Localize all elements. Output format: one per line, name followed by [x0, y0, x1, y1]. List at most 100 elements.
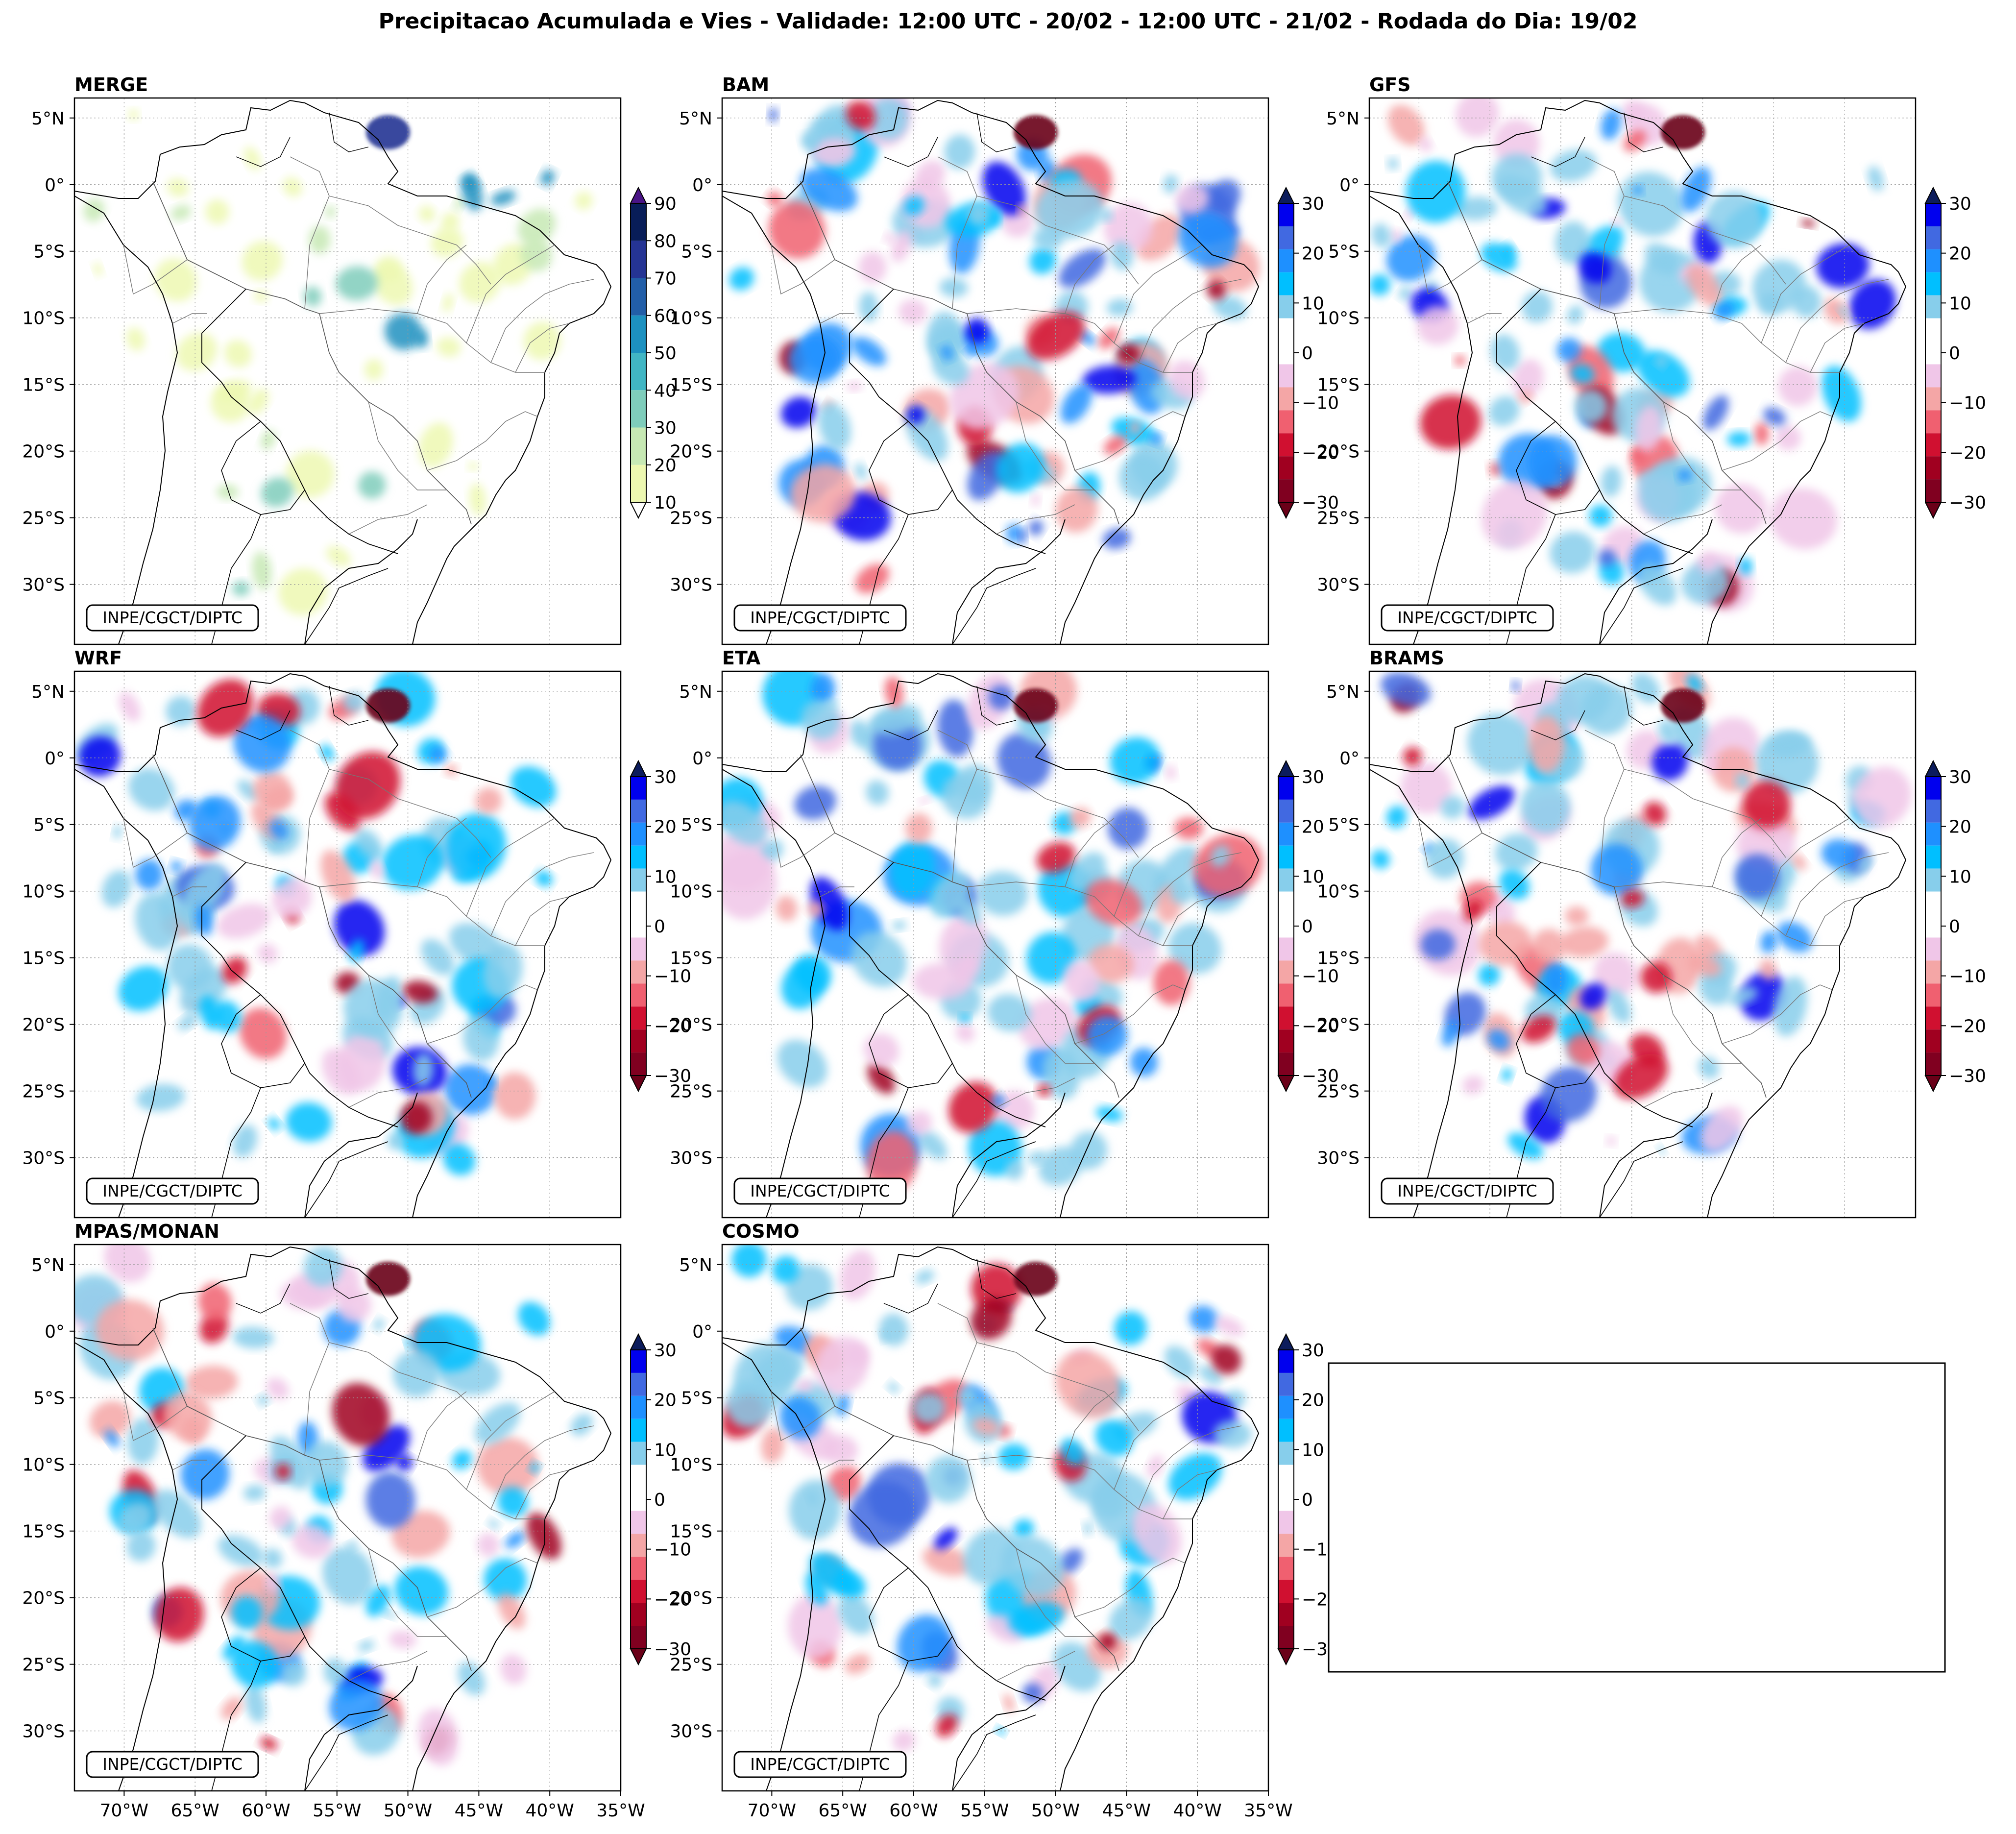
field-blob	[997, 732, 1051, 789]
field-blob	[182, 1417, 204, 1444]
colorbar-segment	[1278, 891, 1294, 915]
field-blob	[265, 1573, 280, 1593]
field-blob	[838, 1594, 874, 1635]
colorbar-segment	[1278, 1603, 1294, 1626]
lat-tick-label: 20°S	[1317, 442, 1360, 462]
field-blob	[887, 1382, 899, 1393]
field-blob	[104, 1429, 120, 1448]
field-blob	[780, 396, 817, 428]
field-blob	[1104, 202, 1153, 253]
colorbar-segment	[1278, 364, 1294, 388]
colorbar-segment	[1278, 1372, 1294, 1396]
credit-text: INPE/CGCT/DIPTC	[102, 608, 243, 627]
colorbar-segment	[1925, 295, 1941, 318]
field-blob	[575, 192, 593, 210]
map-frame	[1368, 670, 1917, 1219]
lat-tick-label: 30°S	[22, 575, 65, 595]
colorbar-under-triangle	[1924, 1075, 1942, 1093]
field-blob	[1686, 265, 1722, 307]
field-blob	[915, 1270, 935, 1284]
field-blob	[1495, 833, 1538, 871]
colorbar-tick-label: 30	[1302, 767, 1324, 787]
field-blob	[1853, 766, 1912, 828]
field-blob	[286, 450, 335, 498]
colorbar-tick-label: −20	[1302, 443, 1339, 463]
field-blob	[320, 744, 334, 761]
field-blob	[1556, 675, 1611, 723]
field-blob	[135, 893, 180, 951]
field-blob	[965, 345, 976, 356]
field-blob	[1147, 1454, 1164, 1478]
field-blob	[934, 1527, 958, 1550]
lon-tick-label: 35°W	[596, 1801, 645, 1821]
colorbar-segment	[1925, 410, 1941, 434]
field-blob	[1440, 796, 1465, 819]
field-blob	[923, 1545, 972, 1576]
map-frame	[73, 1244, 622, 1792]
lat-tick-label: 30°S	[1317, 575, 1360, 595]
lat-tick-label: 5°S	[33, 1389, 65, 1409]
lon-tick-label: 40°W	[1173, 1801, 1221, 1821]
field-blob	[768, 201, 826, 259]
field-blob	[1029, 247, 1057, 274]
field-blob	[303, 1441, 348, 1487]
colorbar-segment	[1925, 1006, 1941, 1030]
field-blob	[835, 1393, 850, 1417]
field-blob	[437, 337, 461, 357]
colorbar-gfs: 30 20 10 0 −10 −20 −30	[1924, 186, 1986, 519]
field-blob	[800, 168, 858, 212]
colorbar-segment	[631, 983, 646, 1007]
lat-tick-label: 0°	[45, 175, 65, 196]
lon-tick-label: 45°W	[455, 1801, 503, 1821]
colorbar-segment	[1278, 1626, 1294, 1649]
field-blob	[459, 262, 501, 303]
field-blob	[269, 820, 289, 840]
lon-tick-label: 60°W	[242, 1801, 290, 1821]
field-blob	[211, 383, 250, 422]
field-blob	[467, 462, 479, 471]
field-blob	[1061, 1438, 1085, 1466]
field-blob	[365, 1471, 415, 1529]
colorbar-segment	[631, 891, 646, 915]
field-blob	[286, 1102, 332, 1142]
field-blob	[941, 345, 953, 360]
field-blob	[497, 1487, 528, 1518]
colorbar-eta: 30 20 10 0 −10 −20 −30	[1277, 759, 1339, 1093]
colorbar-tick-label: −20	[1949, 443, 1986, 463]
map-panel-mpas: MPAS/MONAN 5°N 0° 5°S 10°S 15°S 20°S 25°S 30°S 70…	[22, 1221, 691, 1821]
field-blob	[176, 332, 218, 371]
colorbar-tick-label: −20	[654, 1016, 691, 1036]
colorbar-segment	[1278, 249, 1294, 272]
field-blob	[1838, 306, 1849, 318]
colorbar-tick-label: 80	[654, 231, 677, 251]
field-blob	[1714, 301, 1735, 319]
field-blob	[1532, 929, 1566, 964]
credit-box: INPE/CGCT/DIPTC	[733, 1751, 907, 1778]
lat-tick-label: 20°S	[22, 442, 65, 462]
field-blob	[364, 359, 384, 381]
field-blob	[998, 1443, 1029, 1470]
colorbar-segment	[1278, 845, 1294, 869]
field-blob	[343, 979, 403, 1038]
colorbar-segment	[1925, 364, 1941, 388]
field-blob	[897, 1614, 951, 1672]
field-blob	[915, 160, 946, 190]
colorbar-over-triangle	[1277, 1333, 1295, 1350]
field-blob	[1085, 879, 1142, 926]
field-blob	[996, 442, 1045, 493]
lat-tick-label: 15°S	[22, 375, 65, 395]
field-blob	[1109, 1598, 1153, 1640]
colorbar-brams: 30 20 10 0 −10 −20 −30	[1924, 759, 1986, 1093]
field-blob	[462, 1015, 499, 1061]
field-blob	[1189, 1305, 1218, 1333]
colorbar-tick-label: 30	[654, 418, 677, 439]
colorbar-tick-label: 20	[1302, 244, 1324, 264]
colorbar-segment	[631, 353, 646, 391]
colorbar-tick-label: −30	[1949, 493, 1986, 513]
colorbar-tick-label: 30	[1302, 194, 1324, 214]
colorbar-segment	[1278, 433, 1294, 457]
field-blob	[827, 700, 838, 709]
colorbar-tick-label: 10	[654, 867, 677, 887]
field-blob	[1540, 1066, 1597, 1123]
field-blob	[1055, 487, 1098, 533]
